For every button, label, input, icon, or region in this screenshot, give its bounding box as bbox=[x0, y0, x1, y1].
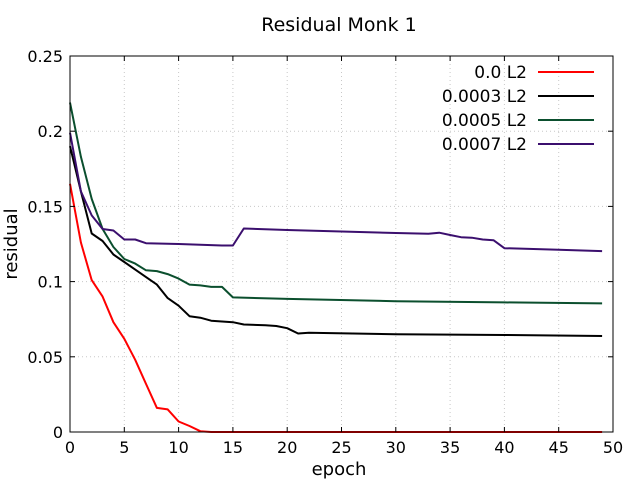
y-axis-title: residual bbox=[1, 208, 22, 279]
y-tick-label: 0.2 bbox=[38, 122, 63, 141]
y-tick-label: 0 bbox=[53, 423, 63, 442]
y-tick-labels: 0 0.05 0.1 0.15 0.2 0.25 bbox=[27, 47, 63, 442]
y-tick-label: 0.25 bbox=[27, 47, 63, 66]
legend-label: 0.0 L2 bbox=[474, 63, 527, 83]
x-axis-title: epoch bbox=[312, 459, 367, 480]
y-tick-label: 0.15 bbox=[27, 197, 63, 216]
y-tick-label: 0.1 bbox=[38, 273, 63, 292]
series-line-0-0007-l2 bbox=[69, 132, 603, 253]
x-tick-label: 0 bbox=[65, 438, 75, 457]
x-tick-labels: 0 5 10 15 20 25 30 35 40 45 50 bbox=[65, 438, 623, 457]
axis-ticks bbox=[69, 55, 614, 433]
legend: 0.0 L2 0.0003 L2 0.0005 L2 0.0007 L2 bbox=[442, 63, 594, 155]
legend-label: 0.0005 L2 bbox=[442, 111, 527, 131]
x-tick-label: 10 bbox=[168, 438, 188, 457]
x-tick-label: 15 bbox=[223, 438, 243, 457]
legend-label: 0.0007 L2 bbox=[442, 135, 527, 155]
legend-label: 0.0003 L2 bbox=[442, 87, 527, 107]
x-tick-label: 35 bbox=[440, 438, 460, 457]
series-line-0-0003-l2 bbox=[69, 145, 603, 337]
y-tick-label: 0.05 bbox=[27, 348, 63, 367]
chart-title: Residual Monk 1 bbox=[261, 14, 416, 36]
series-line-0-0005-l2 bbox=[69, 102, 603, 305]
series-line-0-0-l2 bbox=[69, 183, 603, 433]
x-tick-label: 20 bbox=[277, 438, 297, 457]
x-tick-label: 25 bbox=[331, 438, 351, 457]
x-tick-label: 30 bbox=[386, 438, 406, 457]
x-tick-label: 50 bbox=[603, 438, 623, 457]
x-tick-label: 40 bbox=[494, 438, 514, 457]
x-tick-label: 45 bbox=[549, 438, 569, 457]
x-tick-label: 5 bbox=[119, 438, 129, 457]
